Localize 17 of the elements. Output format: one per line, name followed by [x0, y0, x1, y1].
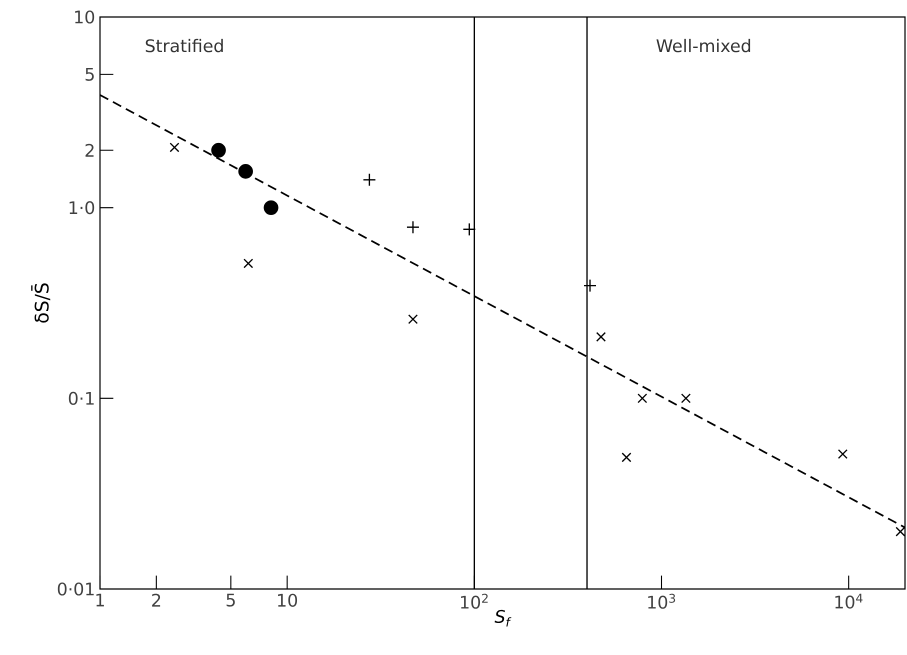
x-tick-label: 2 [152, 594, 160, 607]
x-tick-label: 10$^{2}$ [461, 594, 488, 609]
y-tick-label: 10 [75, 10, 94, 24]
x-axis-title: S$_{f}$ [494, 610, 512, 626]
y-tick-label: 0·1 [68, 392, 94, 405]
x-tick-label: 5 [226, 594, 235, 607]
annotation: Well-mixed [656, 38, 750, 52]
y-tick-label: 5 [86, 68, 94, 81]
x-tick-label: 10$^{3}$ [648, 594, 676, 609]
y-tick-label: 0·01 [58, 582, 94, 596]
x-tick-label: 1 [96, 594, 104, 606]
y-axis-title: δS/S̄ [31, 283, 50, 323]
y-tick-label: 1·0 [70, 201, 94, 214]
annotation: Stratified [146, 38, 223, 52]
y-tick-label: 2 [86, 144, 94, 157]
x-tick-label: 10$^{4}$ [835, 594, 863, 609]
x-tick-label: 10 [278, 594, 298, 607]
